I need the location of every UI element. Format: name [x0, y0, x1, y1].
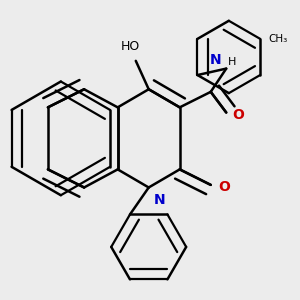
- Text: H: H: [227, 57, 236, 67]
- Text: O: O: [233, 108, 244, 122]
- Text: O: O: [218, 181, 230, 194]
- Text: N: N: [154, 193, 166, 207]
- Text: N: N: [209, 53, 221, 67]
- Text: HO: HO: [121, 40, 140, 53]
- Text: CH₃: CH₃: [268, 34, 287, 44]
